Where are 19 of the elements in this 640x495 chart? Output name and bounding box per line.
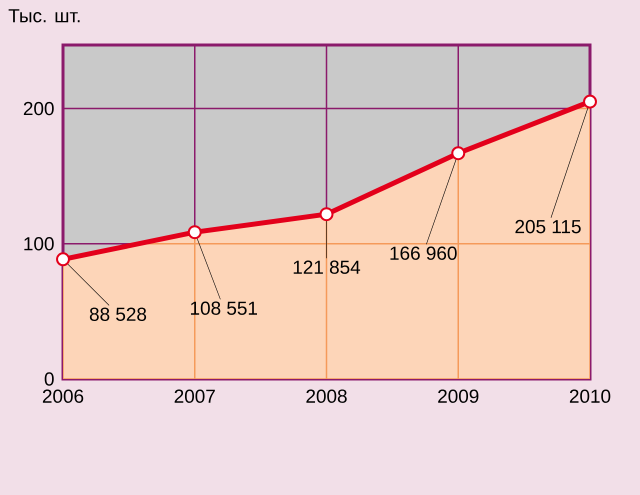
annotation: 121 854 bbox=[294, 260, 360, 274]
point bbox=[583, 94, 597, 109]
x-tick-label: 2009 bbox=[438, 389, 478, 403]
y-tick-label: 200 bbox=[24, 102, 54, 116]
x-tick-label: 2010 bbox=[570, 389, 610, 403]
annotation: 88 528 bbox=[90, 308, 146, 321]
point bbox=[451, 146, 466, 160]
annotation: 108 551 bbox=[190, 301, 258, 315]
point bbox=[320, 207, 334, 222]
x-tick-label: 2008 bbox=[306, 389, 347, 403]
point bbox=[56, 252, 70, 266]
point bbox=[188, 225, 202, 240]
y-axis-title: Тыс. шт. bbox=[8, 9, 80, 22]
x-tick-label: 2006 bbox=[42, 389, 84, 403]
x-tick-label: 2007 bbox=[174, 389, 215, 403]
annotation: 166 960 bbox=[390, 246, 457, 260]
y-tick-label: 100 bbox=[24, 237, 54, 250]
annotation: 205 115 bbox=[515, 220, 581, 234]
y-tick-label: 0 bbox=[44, 372, 54, 386]
